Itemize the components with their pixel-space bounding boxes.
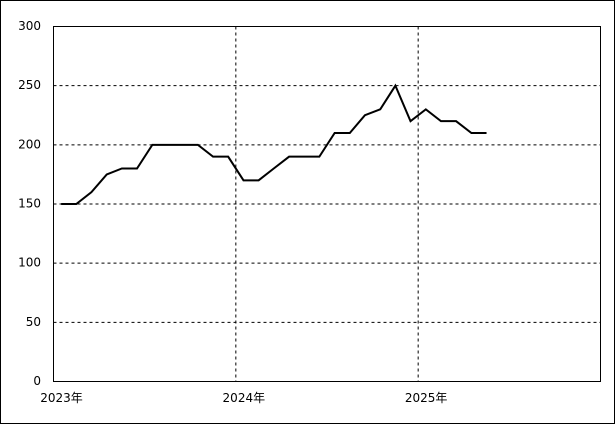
plot-area — [53, 26, 601, 382]
x-tick-label: 2024年 — [223, 391, 266, 405]
x-tick-label: 2023年 — [40, 391, 83, 405]
x-tick-label: 2025年 — [405, 391, 448, 405]
y-tick-label: 0 — [33, 374, 41, 388]
y-tick-label: 150 — [18, 197, 41, 211]
y-tick-label: 250 — [18, 78, 41, 92]
y-tick-label: 200 — [18, 137, 41, 151]
y-tick-label: 300 — [18, 19, 41, 33]
y-tick-label: 100 — [18, 256, 41, 270]
y-tick-label: 50 — [26, 315, 41, 329]
line — [61, 83, 487, 205]
